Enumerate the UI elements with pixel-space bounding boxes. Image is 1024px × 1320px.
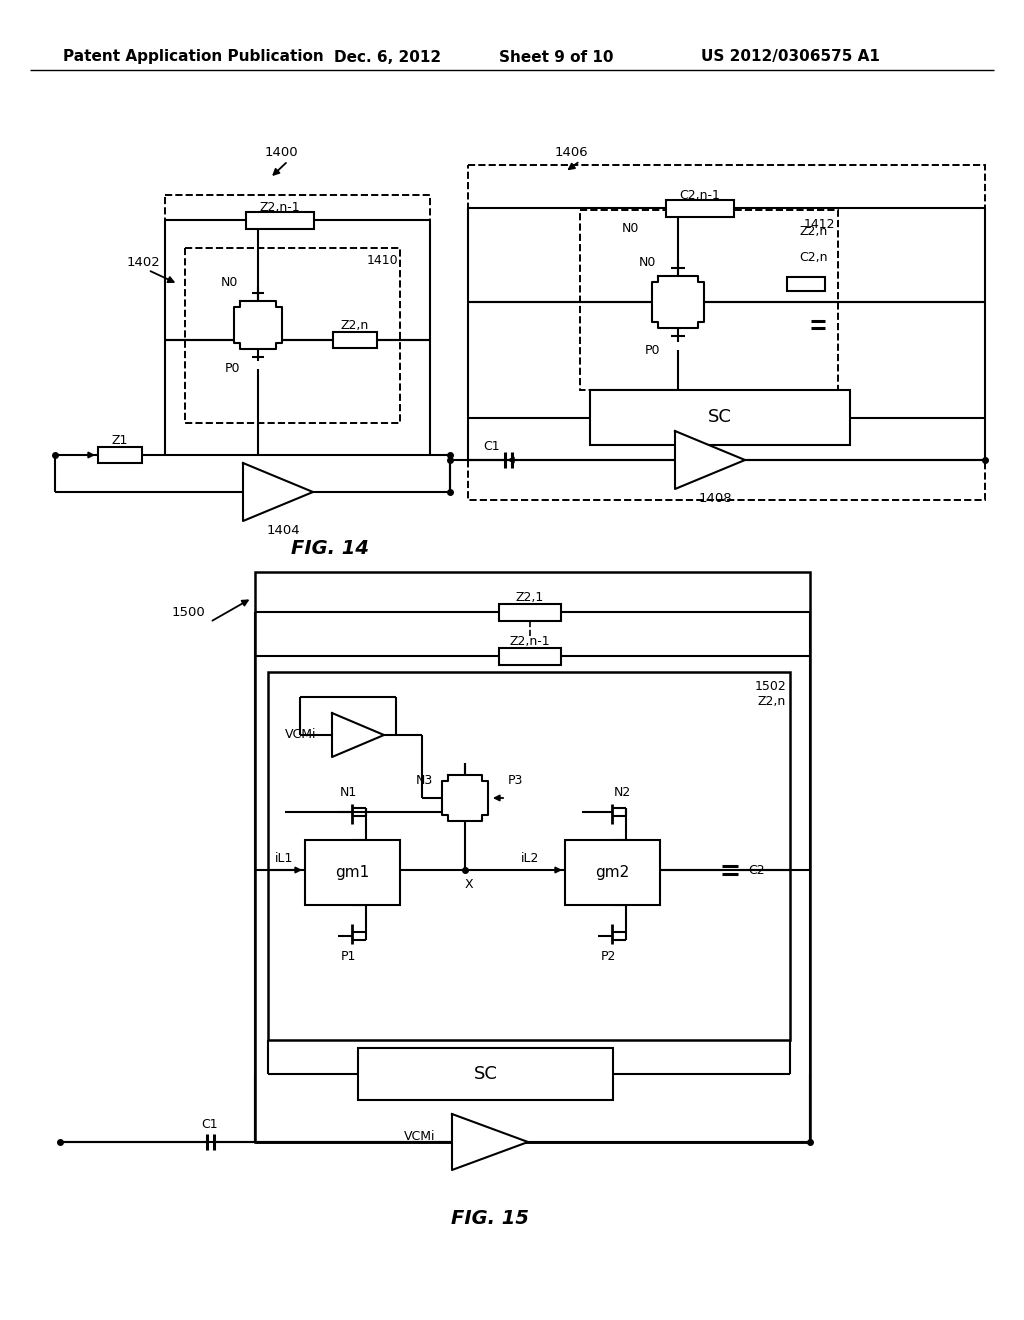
Text: 1502: 1502 bbox=[755, 680, 786, 693]
Bar bbox=[185, 248, 400, 422]
Text: 1412: 1412 bbox=[804, 218, 835, 231]
Text: C2,n-1: C2,n-1 bbox=[680, 189, 721, 202]
Text: Z2,n: Z2,n bbox=[800, 226, 828, 239]
Text: Z2,n: Z2,n bbox=[341, 319, 369, 333]
Polygon shape bbox=[452, 1114, 528, 1170]
Polygon shape bbox=[243, 463, 313, 521]
Text: Dec. 6, 2012: Dec. 6, 2012 bbox=[335, 49, 441, 65]
Bar bbox=[165, 195, 430, 455]
Text: P0: P0 bbox=[644, 343, 660, 356]
Text: N0: N0 bbox=[622, 222, 639, 235]
Bar bbox=[246, 211, 314, 228]
Text: C2,n: C2,n bbox=[800, 252, 828, 264]
Text: N3: N3 bbox=[416, 774, 432, 787]
Text: FIG. 15: FIG. 15 bbox=[451, 1209, 529, 1228]
Text: Z1: Z1 bbox=[112, 434, 128, 447]
Text: N2: N2 bbox=[613, 785, 631, 799]
Polygon shape bbox=[442, 775, 488, 821]
Text: iL1: iL1 bbox=[274, 851, 293, 865]
Bar bbox=[358, 1048, 613, 1100]
Text: Z2,n-1: Z2,n-1 bbox=[510, 635, 550, 648]
Text: C1: C1 bbox=[202, 1118, 218, 1130]
Text: VCMi: VCMi bbox=[285, 729, 316, 742]
Text: X: X bbox=[465, 878, 473, 891]
Bar bbox=[333, 333, 377, 348]
Text: US 2012/0306575 A1: US 2012/0306575 A1 bbox=[700, 49, 880, 65]
Bar bbox=[580, 210, 838, 389]
Text: C1: C1 bbox=[483, 440, 501, 453]
Text: N1: N1 bbox=[339, 785, 356, 799]
Text: P3: P3 bbox=[508, 774, 523, 787]
Text: gm1: gm1 bbox=[336, 865, 370, 880]
Text: gm2: gm2 bbox=[595, 865, 630, 880]
Text: 1404: 1404 bbox=[266, 524, 300, 536]
Text: SC: SC bbox=[473, 1065, 498, 1082]
Text: Z2,n: Z2,n bbox=[758, 696, 786, 709]
Text: Z2,n-1: Z2,n-1 bbox=[260, 202, 300, 214]
Bar bbox=[666, 199, 734, 216]
Text: C2: C2 bbox=[748, 863, 765, 876]
Text: SC: SC bbox=[708, 408, 732, 426]
Bar bbox=[590, 389, 850, 445]
Polygon shape bbox=[675, 432, 745, 488]
Bar bbox=[787, 277, 825, 290]
Text: 1400: 1400 bbox=[265, 145, 299, 158]
Text: 1402: 1402 bbox=[127, 256, 161, 268]
Bar bbox=[305, 840, 400, 906]
Text: FIG. 14: FIG. 14 bbox=[291, 539, 369, 557]
Text: 1500: 1500 bbox=[172, 606, 206, 619]
Text: 1406: 1406 bbox=[555, 147, 589, 160]
Bar bbox=[468, 165, 985, 500]
Text: N0: N0 bbox=[639, 256, 656, 268]
Text: iL2: iL2 bbox=[521, 851, 540, 865]
Text: P1: P1 bbox=[340, 949, 355, 962]
Text: 1408: 1408 bbox=[698, 491, 732, 504]
Text: P0: P0 bbox=[224, 363, 240, 375]
Bar bbox=[255, 572, 810, 1142]
Text: N0: N0 bbox=[220, 276, 238, 289]
Bar bbox=[268, 672, 790, 1040]
Polygon shape bbox=[332, 713, 384, 756]
Polygon shape bbox=[234, 301, 282, 348]
Text: 1410: 1410 bbox=[367, 253, 398, 267]
Text: Sheet 9 of 10: Sheet 9 of 10 bbox=[499, 49, 613, 65]
Text: Patent Application Publication: Patent Application Publication bbox=[62, 49, 324, 65]
Bar bbox=[98, 447, 142, 463]
Bar bbox=[565, 840, 660, 906]
Bar bbox=[499, 603, 561, 620]
Text: VCMi: VCMi bbox=[403, 1130, 435, 1143]
Text: Z2,1: Z2,1 bbox=[516, 591, 544, 605]
Polygon shape bbox=[652, 276, 705, 327]
Bar bbox=[499, 648, 561, 664]
Text: P2: P2 bbox=[600, 949, 615, 962]
